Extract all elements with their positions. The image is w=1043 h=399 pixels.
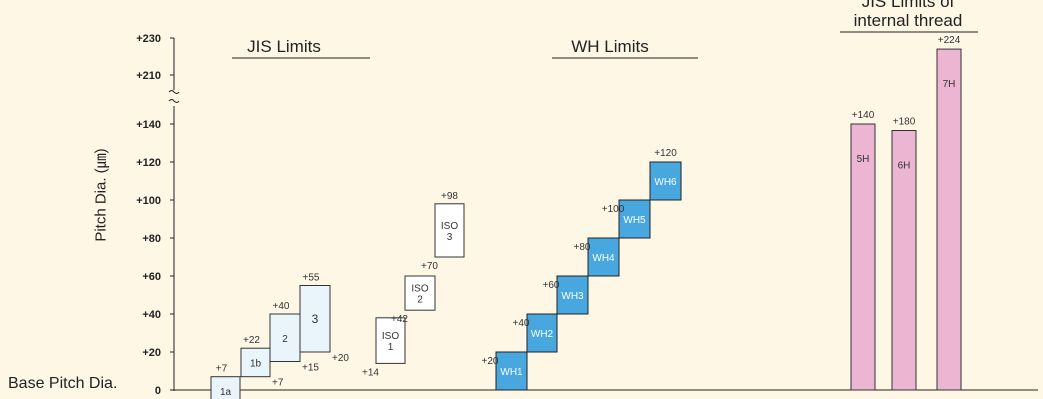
upper-limit-label: +80 <box>574 242 591 253</box>
box-label: 6H <box>898 161 911 172</box>
tolerance-box <box>299 285 331 353</box>
box-label: WH3 <box>561 291 584 302</box>
box-label: ISO <box>441 221 458 232</box>
tolerance-box <box>526 313 558 353</box>
y-tick-label: +140 <box>136 119 161 131</box>
tolerance-box <box>587 237 620 277</box>
upper-limit-label: +140 <box>852 110 875 121</box>
upper-limit-label: +180 <box>893 117 916 128</box>
lower-limit-label: +7 <box>272 378 284 389</box>
upper-limit-label: +120 <box>654 148 677 159</box>
y-tick-label: 0 <box>155 385 161 397</box>
upper-limit-label: +22 <box>243 335 260 346</box>
upper-limit-label: +7 <box>216 364 228 375</box>
tolerance-box <box>556 275 589 315</box>
y-tick-label: +120 <box>136 157 161 169</box>
lower-limit-label: +20 <box>332 353 349 364</box>
box-label: 1a <box>220 387 232 398</box>
box-label: 1 <box>388 342 394 353</box>
tolerance-box <box>618 199 651 239</box>
box-label: 7H <box>943 79 956 90</box>
group-title: internal thread <box>854 11 963 30</box>
box-label: 1b <box>250 358 262 369</box>
group-title: WH Limits <box>571 37 648 56</box>
lower-limit-label: +15 <box>302 363 319 374</box>
tolerance-box <box>850 123 876 391</box>
box-label: WH6 <box>654 177 677 188</box>
lower-limit-label: +14 <box>362 367 379 378</box>
box-label: 2 <box>282 334 288 345</box>
box-label: 5H <box>857 154 870 165</box>
y-tick-label: +20 <box>142 347 161 359</box>
box-label: WH5 <box>623 215 646 226</box>
tolerance-box <box>891 130 917 391</box>
box-label: ISO <box>411 284 428 295</box>
tolerance-box <box>269 313 301 362</box>
upper-limit-label: +40 <box>513 318 530 329</box>
tolerance-box <box>375 317 406 364</box>
box-label: WH1 <box>500 367 523 378</box>
tolerance-box <box>240 347 271 378</box>
group-title: JIS Limits <box>247 37 321 56</box>
tolerance-box <box>649 161 682 201</box>
axis-break-mark-lower <box>168 99 180 103</box>
y-tick-label: +100 <box>136 195 161 207</box>
y-tick-label: +80 <box>142 233 161 245</box>
box-label: WH2 <box>531 329 554 340</box>
tolerance-box <box>936 48 962 391</box>
upper-limit-label: +40 <box>273 301 290 312</box>
upper-limit-label: +60 <box>543 280 560 291</box>
y-tick-label: +60 <box>142 271 161 283</box>
upper-limit-label: +55 <box>303 273 320 284</box>
group-title: JIS Limits of <box>862 0 955 11</box>
box-label: WH4 <box>592 253 615 264</box>
tolerance-box <box>495 351 528 391</box>
y-axis-label: Pitch Dia. (㎛) <box>92 148 110 242</box>
upper-limit-label: +98 <box>441 191 458 202</box>
lower-limit-label: +70 <box>421 261 438 272</box>
box-label: 3 <box>447 232 453 243</box>
tolerance-box <box>404 275 436 311</box>
base-pitch-label: Base Pitch Dia. <box>8 375 118 392</box>
y-tick-label: +40 <box>142 309 161 321</box>
axis-break-mark-upper <box>168 90 180 94</box>
tolerance-box <box>434 203 465 258</box>
upper-limit-label: +20 <box>482 356 499 367</box>
box-label: 3 <box>312 312 319 326</box>
upper-limit-label: +100 <box>602 204 625 215</box>
tolerance-box <box>210 376 241 399</box>
box-label: 2 <box>417 295 423 306</box>
y-tick-label: +230 <box>136 33 161 45</box>
lower-limit-label: +42 <box>391 314 408 325</box>
box-label: ISO <box>382 331 399 342</box>
upper-limit-label: +224 <box>938 35 961 46</box>
y-tick-label: +210 <box>136 70 161 82</box>
